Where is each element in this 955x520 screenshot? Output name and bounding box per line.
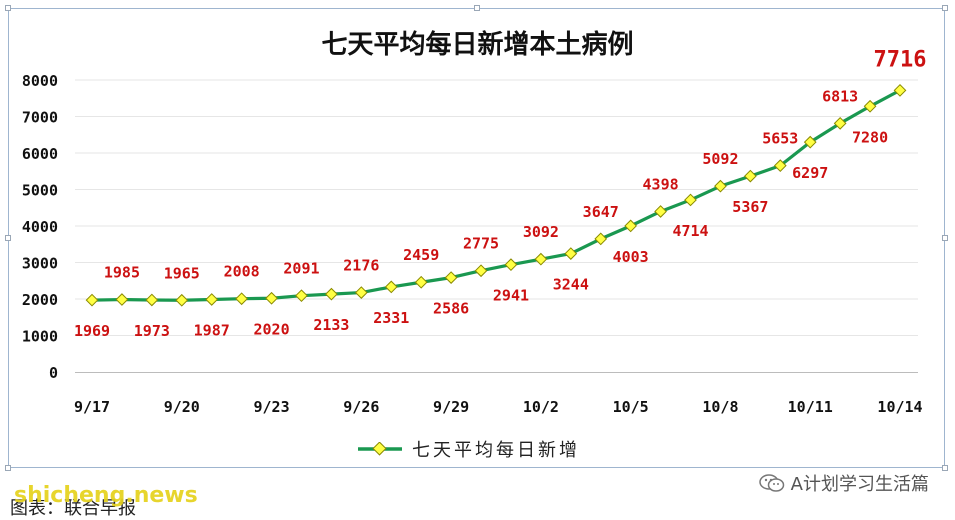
data-label: 7280 [852, 128, 888, 146]
data-point-marker [205, 293, 219, 306]
chart-title: 七天平均每日新增本土病例 [321, 30, 634, 60]
x-tick-label: 10/8 [702, 398, 738, 416]
data-point-marker [594, 232, 608, 246]
resize-handle-right[interactable] [942, 235, 948, 241]
data-point-marker [684, 193, 697, 207]
data-point-marker [744, 169, 757, 183]
data-label: 2331 [373, 309, 409, 327]
data-label: 5367 [732, 198, 768, 216]
data-label: 4003 [613, 248, 649, 266]
data-label: 2586 [433, 300, 469, 318]
x-tick-label: 10/14 [877, 398, 922, 416]
resize-handle-left[interactable] [5, 235, 11, 241]
data-point-marker [624, 219, 638, 233]
data-label: 2775 [463, 235, 499, 253]
y-tick-label: 2000 [22, 291, 58, 309]
data-point-marker [265, 291, 278, 305]
x-tick-label: 9/29 [433, 398, 469, 416]
resize-handle-bottom-left[interactable] [5, 465, 11, 471]
data-label: 3092 [523, 223, 559, 241]
x-tick-labels: 9/17 9/20 9/23 9/26 9/29 10/2 10/5 10/8 10/11 10/… [74, 398, 923, 416]
x-tick-label: 10/2 [523, 398, 559, 416]
data-point-marker [295, 289, 308, 303]
data-point-marker [803, 135, 817, 149]
data-point-marker [773, 159, 787, 173]
data-labels: 1969 1985 1973 1965 1987 2008 2020 2091 2133 2176… [74, 47, 927, 340]
legend-swatch [358, 442, 402, 456]
data-point-marker [474, 264, 488, 278]
data-point-marker [714, 179, 727, 193]
resize-handle-top[interactable] [474, 5, 480, 11]
y-tick-label: 6000 [22, 145, 58, 163]
data-point-marker [175, 293, 189, 307]
data-label: 2091 [283, 260, 319, 278]
chart-frame [8, 8, 945, 468]
data-label: 2459 [403, 246, 439, 264]
site-logo: shicheng.news [14, 483, 198, 508]
y-tick-label: 8000 [22, 72, 58, 90]
legend-label: 七天平均每日新增 [412, 440, 580, 461]
watermark-text: A计划学习生活篇 [790, 474, 929, 495]
data-point-marker [85, 293, 99, 307]
data-point-marker [504, 258, 518, 272]
data-point-marker [564, 247, 578, 260]
series-line [91, 88, 901, 302]
y-tick-label: 7000 [22, 109, 58, 127]
y-tick-label: 5000 [22, 182, 58, 200]
wechat-icon [758, 473, 785, 493]
data-label: 2008 [224, 263, 260, 281]
data-point-marker [384, 280, 398, 294]
resize-handle-bottom-right[interactable] [942, 465, 948, 471]
data-label: 5653 [762, 130, 798, 148]
data-label: 3244 [553, 276, 589, 294]
resize-handle-top-right[interactable] [942, 5, 948, 11]
data-label: 7716 [874, 47, 927, 72]
source-note: 图表：联合早报 [10, 498, 136, 519]
x-tick-label: 10/11 [788, 398, 833, 416]
data-label: 6297 [792, 164, 828, 182]
data-label: 1987 [194, 321, 230, 339]
data-label: 1969 [74, 322, 110, 340]
resize-handle-top-left[interactable] [5, 5, 11, 11]
data-label: 1965 [164, 264, 200, 282]
data-label: 1973 [134, 322, 170, 340]
series-markers [85, 84, 907, 307]
data-label: 4714 [672, 222, 708, 240]
x-tick-label: 10/5 [613, 398, 649, 416]
y-tick-labels: 0 1000 2000 3000 4000 5000 6000 7000 8000 [22, 72, 58, 382]
y-tick-label: 3000 [22, 255, 58, 273]
data-point-marker [145, 293, 159, 307]
data-label: 5092 [702, 150, 738, 168]
x-tick-label: 9/26 [343, 398, 379, 416]
data-point-marker [235, 292, 248, 306]
data-label: 1985 [104, 264, 140, 282]
data-label: 2941 [493, 287, 529, 305]
x-tick-label: 9/23 [253, 398, 289, 416]
data-label: 4398 [643, 175, 679, 193]
data-label: 2020 [253, 320, 289, 338]
y-tick-label: 0 [49, 364, 58, 382]
data-point-marker [893, 84, 907, 97]
data-point-marker [534, 252, 548, 266]
series-line-path [91, 88, 901, 302]
data-point-marker [325, 287, 338, 301]
y-tick-label: 1000 [22, 328, 58, 346]
x-tick-label: 9/17 [74, 398, 110, 416]
data-point-marker [833, 116, 847, 130]
x-tick-label: 9/20 [164, 398, 200, 416]
y-tick-label: 4000 [22, 218, 58, 236]
data-point-marker [115, 293, 129, 306]
watermark: A计划学习生活篇 [758, 470, 929, 496]
data-point-marker [444, 271, 458, 284]
data-label: 6813 [822, 87, 858, 105]
data-label: 2176 [343, 257, 379, 275]
data-label: 2133 [313, 316, 349, 334]
legend: 七天平均每日新增 [358, 437, 580, 461]
data-point-marker [414, 275, 428, 289]
data-point-marker [863, 99, 877, 113]
data-label: 3647 [583, 203, 619, 221]
data-point-marker [654, 205, 667, 218]
data-point-marker [354, 286, 368, 299]
